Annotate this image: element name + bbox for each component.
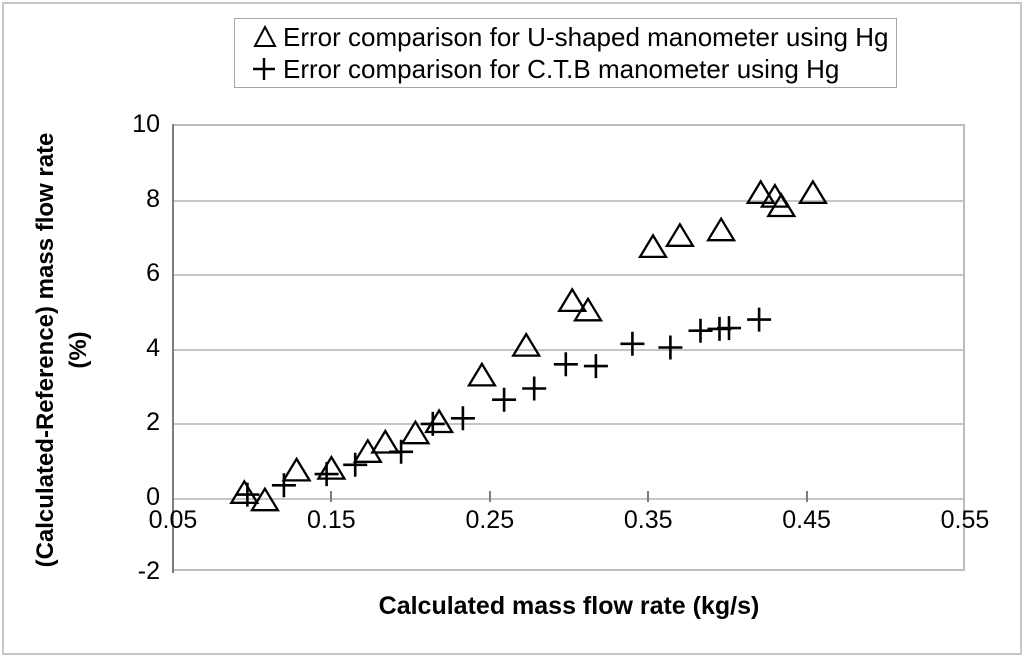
- x-tick-label-0.05: 0.05: [148, 505, 198, 534]
- data-marker-layer: [229, 179, 828, 512]
- y-tick-label-0: 0: [146, 482, 160, 511]
- u-shaped-data-point: [400, 419, 431, 445]
- y-tick-label--2: -2: [137, 557, 160, 585]
- x-tick-mark-0.15: [330, 490, 333, 502]
- u-shaped-data-point: [424, 408, 455, 434]
- u-shaped-data-point: [557, 287, 588, 313]
- u-shaped-data-point: [637, 233, 669, 259]
- u-shaped-data-point: [766, 192, 797, 218]
- y-tick-label-6: 6: [146, 259, 160, 287]
- x-tick-label-0.15: 0.15: [307, 505, 356, 534]
- ctb-data-point: [389, 439, 414, 464]
- ctb-data-point: [314, 462, 339, 487]
- legend-item-ctb: Error comparison for C.T.B manometer usi…: [249, 53, 896, 85]
- plus-marker-icon: [253, 58, 275, 80]
- y-tick-label-2: 2: [146, 408, 160, 436]
- plot-area: [173, 124, 965, 571]
- ctb-data-point: [583, 354, 608, 379]
- u-shaped-data-point: [370, 428, 401, 454]
- ctb-data-point: [747, 307, 772, 332]
- u-shaped-data-point: [316, 454, 347, 480]
- gridline-y-0: [173, 497, 963, 500]
- x-tick-mark-0.25: [488, 490, 491, 502]
- u-shaped-data-point: [797, 179, 828, 205]
- y-tick-label-8: 8: [146, 184, 160, 213]
- ctb-data-point: [235, 482, 260, 507]
- u-shaped-data-point: [664, 222, 695, 247]
- u-shaped-data-point: [706, 216, 737, 242]
- ctb-data-point: [522, 376, 547, 401]
- x-tick-label-0.25: 0.25: [465, 505, 515, 534]
- u-shaped-data-point: [572, 296, 604, 322]
- x-tick-label-0.35: 0.35: [623, 505, 673, 534]
- x-tick-label-0.55: 0.55: [940, 505, 990, 534]
- u-shaped-data-point: [511, 331, 542, 357]
- u-shaped-data-point: [466, 361, 497, 387]
- u-shaped-data-point: [249, 486, 280, 512]
- triangle-marker-icon: [253, 24, 277, 47]
- x-tick-mark-0.35: [647, 490, 650, 502]
- u-shaped-data-point: [281, 456, 312, 482]
- ctb-data-point: [343, 452, 368, 477]
- gridline-y-4: [173, 348, 963, 351]
- x-tick-mark-0.45: [805, 490, 808, 502]
- legend: Error comparison for U-shaped manometer …: [234, 18, 897, 88]
- ctb-data-point: [492, 387, 517, 412]
- y-axis-title-line1: (Calculated-Reference) mass flow rate: [32, 132, 59, 568]
- ctb-data-point: [271, 473, 296, 498]
- legend-label-u-shaped: Error comparison for U-shaped manometer …: [283, 21, 889, 52]
- legend-label-ctb: Error comparison for C.T.B manometer usi…: [283, 53, 840, 84]
- y-tick-label-4: 4: [146, 333, 160, 362]
- ctb-data-point: [717, 316, 741, 341]
- u-shaped-data-point: [745, 179, 776, 205]
- ctb-data-point: [620, 331, 645, 356]
- x-tick-label-0.45: 0.45: [782, 505, 831, 534]
- ctb-data-point: [420, 411, 445, 436]
- ctb-data-point: [450, 406, 475, 431]
- u-shaped-data-point: [229, 479, 260, 504]
- gridline-y-6: [173, 274, 963, 276]
- gridline-y-2: [173, 423, 963, 425]
- y-axis-title: (Calculated-Reference) mass flow rate (%…: [29, 110, 95, 590]
- ctb-data-point: [688, 318, 713, 343]
- gridline-y-8: [173, 199, 963, 202]
- legend-item-u-shaped: Error comparison for U-shaped manometer …: [249, 21, 896, 53]
- y-axis-line: [172, 124, 174, 573]
- ctb-data-point: [553, 352, 578, 377]
- y-axis-title-line2: (%): [65, 331, 92, 369]
- x-axis-title: Calculated mass flow rate (kg/s): [378, 592, 760, 620]
- y-tick-label-10: 10: [132, 110, 160, 138]
- ctb-data-point: [658, 335, 683, 360]
